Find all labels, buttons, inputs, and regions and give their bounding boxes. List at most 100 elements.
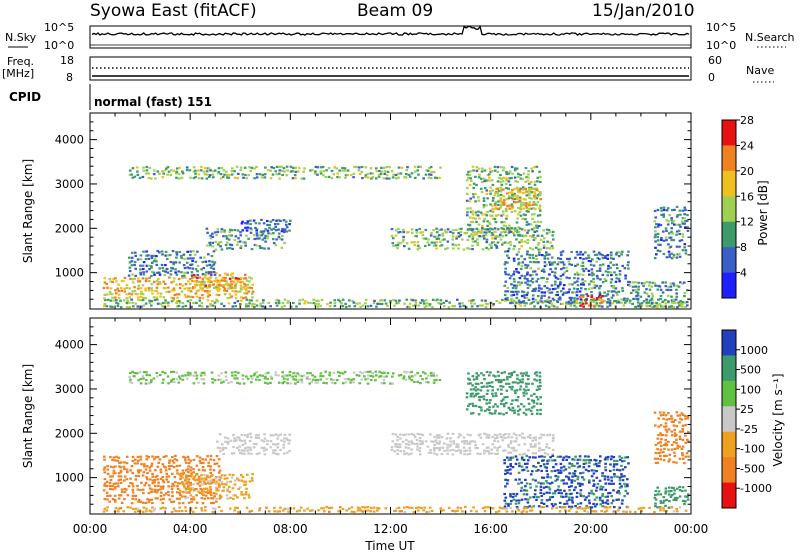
data-cell [523,489,526,492]
data-cell [482,199,486,202]
data-cell [119,471,123,474]
data-cell [160,263,164,267]
data-cell [571,458,574,461]
data-cell [200,268,203,271]
y-tick-label: 2000 [55,221,84,235]
data-cell [192,458,196,461]
data-cell [471,240,475,243]
data-cell [534,466,538,469]
data-cell [255,229,258,232]
data-cell [404,433,407,436]
data-cell [173,294,177,297]
data-cell [297,379,300,382]
data-cell [511,409,514,412]
data-cell [490,448,493,451]
data-cell [364,378,367,381]
data-cell [198,276,201,279]
data-cell [274,301,278,304]
data-cell [543,270,546,273]
data-cell [561,458,565,462]
data-cell [601,300,604,304]
data-cell [603,278,607,281]
data-cell [221,175,225,179]
data-cell [186,250,189,253]
data-cell [595,470,598,473]
data-cell [191,276,194,279]
data-cell [203,283,206,286]
data-cell [532,261,536,264]
data-cell [588,481,591,484]
data-cell [106,506,109,509]
data-cell [111,475,114,478]
data-cell [656,208,660,212]
data-cell [529,186,533,189]
data-cell [239,281,243,284]
data-cell [201,492,204,495]
data-cell [571,464,574,467]
data-cell [175,172,178,175]
data-cell [253,243,257,247]
data-cell [241,475,245,479]
data-cell [667,428,671,431]
data-cell [539,175,542,178]
data-cell [125,297,129,300]
data-cell [500,214,503,217]
data-cell [492,374,495,377]
data-cell [175,459,179,462]
data-cell [311,509,314,512]
data-cell [237,511,240,514]
data-cell [474,382,478,385]
data-cell [490,214,494,217]
data-cell [672,220,676,223]
data-cell [559,275,563,278]
data-cell [194,260,198,263]
data-cell [505,172,508,176]
data-cell [358,166,361,169]
data-cell [565,455,568,458]
data-cell [587,494,591,498]
data-cell [496,446,500,449]
data-cell [361,506,364,509]
data-cell [581,273,585,276]
data-cell [151,475,154,478]
data-cell [491,189,495,192]
data-cell [262,449,266,452]
data-cell [317,299,320,302]
data-cell [410,228,414,231]
data-cell [372,506,376,509]
data-cell [507,227,511,230]
data-cell [576,288,579,291]
data-cell [129,481,132,485]
data-cell [558,283,562,286]
data-cell [400,166,404,169]
data-cell [498,301,502,304]
data-cell [471,375,475,378]
data-cell [621,287,624,290]
data-cell [477,210,480,213]
data-cell [186,300,190,303]
data-cell [221,448,225,451]
data-cell [417,165,420,168]
data-cell [128,306,132,309]
data-cell [562,482,566,485]
data-cell [487,450,490,453]
data-cell [519,198,522,201]
data-cell [174,271,177,274]
data-cell [539,412,542,416]
data-cell [665,430,669,433]
data-cell [615,251,619,254]
data-cell [243,483,246,486]
data-cell [517,226,520,229]
data-cell [583,509,586,512]
data-cell [378,173,381,177]
data-cell [165,472,169,475]
data-cell [601,494,604,498]
data-cell [667,250,671,253]
power-colorbar-label: Power [dB] [756,180,770,245]
data-cell [501,298,504,302]
data-cell [227,302,231,305]
data-cell [507,433,511,436]
data-cell [217,505,221,509]
data-cell [125,306,129,309]
data-cell [549,300,552,303]
